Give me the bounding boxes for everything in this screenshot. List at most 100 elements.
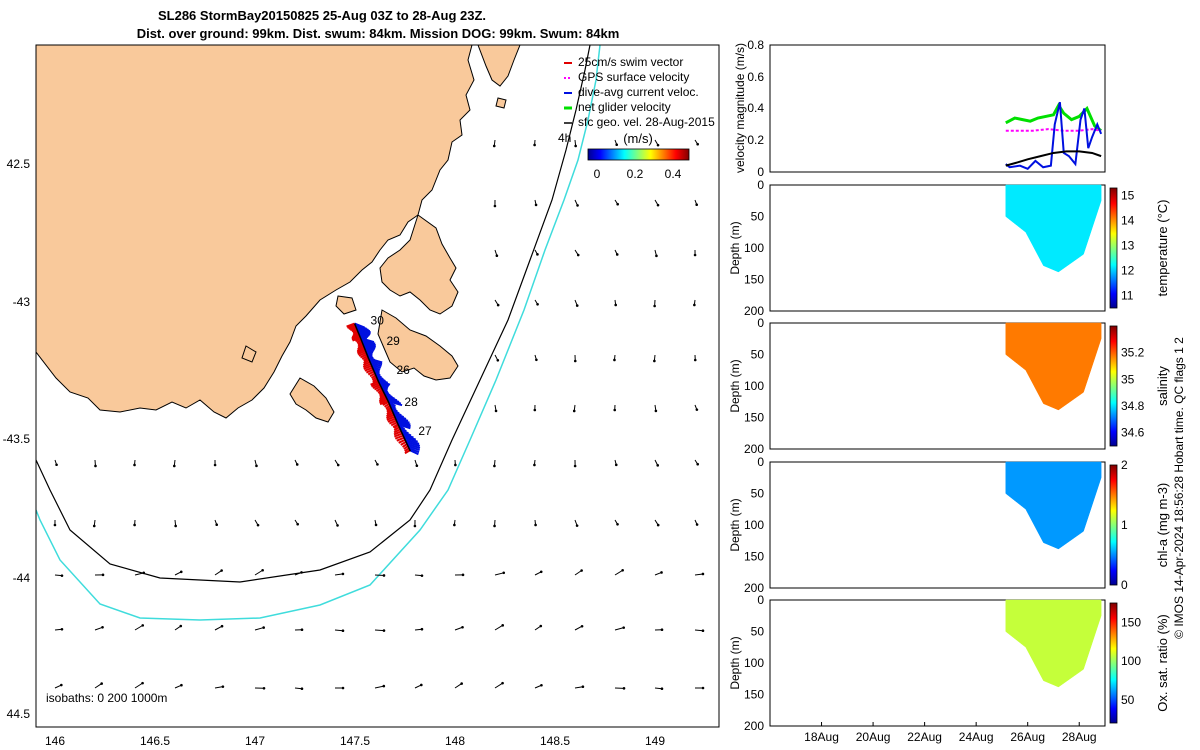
velocity-series bbox=[1005, 128, 1102, 132]
temperature-colorbar-tick: 11 bbox=[1121, 289, 1134, 303]
date-x-tick: 18Aug bbox=[804, 730, 839, 744]
day-label: 26 bbox=[396, 363, 410, 377]
date-x-tick: 20Aug bbox=[856, 730, 891, 744]
salinity-y-label: Depth (m) bbox=[728, 359, 742, 412]
sfc-velocity-arrow bbox=[492, 139, 496, 148]
sfc-velocity-arrow bbox=[654, 139, 660, 147]
speed-colorbar-tick: 0.4 bbox=[665, 167, 682, 181]
map-y-tick: -43 bbox=[13, 295, 31, 309]
glider-track-line bbox=[353, 323, 412, 452]
sfc-velocity-arrow bbox=[653, 299, 656, 308]
speed-colorbar-tick: 0.2 bbox=[627, 167, 644, 181]
sfc-velocity-arrow bbox=[494, 354, 500, 362]
swim-vector bbox=[375, 387, 383, 393]
sfc-velocity-arrow bbox=[574, 519, 579, 527]
sfc-velocity-arrow bbox=[494, 571, 506, 576]
sfc-velocity-arrow bbox=[574, 199, 579, 207]
swim-vector bbox=[393, 430, 402, 436]
sfc-velocity-arrow bbox=[574, 569, 583, 576]
sfc-velocity-arrow bbox=[334, 572, 345, 576]
temperature-y-tick: 200 bbox=[744, 304, 764, 318]
salinity-y-tick: 50 bbox=[751, 348, 765, 362]
swim-vector bbox=[379, 392, 385, 397]
current-vector bbox=[402, 434, 417, 441]
sfc-velocity-arrow bbox=[294, 571, 303, 576]
date-x-tick: 26Aug bbox=[1010, 730, 1045, 744]
velocity-series bbox=[1005, 102, 1103, 132]
velocity-y-tick: 0.4 bbox=[747, 101, 764, 115]
sfc-velocity-arrow bbox=[133, 459, 136, 467]
swim-vector bbox=[348, 325, 356, 330]
sfc-velocity-arrow bbox=[493, 199, 497, 208]
current-vector bbox=[407, 445, 420, 452]
sfc-velocity-arrow bbox=[614, 626, 625, 631]
current-vector bbox=[363, 345, 375, 352]
oxygen-y-label: Depth (m) bbox=[728, 636, 742, 689]
sfc-velocity-arrow bbox=[654, 571, 663, 576]
current-vector bbox=[361, 340, 377, 347]
current-vector bbox=[393, 414, 407, 420]
velocity-y-tick: 0.6 bbox=[747, 70, 764, 84]
chla-y-tick: 0 bbox=[757, 455, 764, 469]
swim-vector bbox=[356, 338, 362, 344]
isobaths-label: isobaths: 0 200 1000m bbox=[46, 691, 167, 705]
sfc-velocity-arrow bbox=[174, 519, 177, 528]
current-vector bbox=[396, 419, 411, 426]
salinity-y-tick: 200 bbox=[744, 442, 764, 456]
swim-vector bbox=[393, 424, 399, 430]
current-vector bbox=[378, 380, 390, 387]
sfc-velocity-arrow bbox=[133, 519, 136, 527]
sfc-velocity-arrow bbox=[573, 354, 577, 363]
glider-track bbox=[346, 322, 421, 456]
salinity-colorbar-tick: 35 bbox=[1121, 372, 1135, 386]
velocity-panel: 0 0.2 0.4 0.6 0.8 velocity magnitude (m/… bbox=[733, 38, 1106, 179]
sfc-velocity-arrow bbox=[694, 404, 699, 411]
sfc-velocity-arrow bbox=[614, 459, 618, 467]
map-x-tick: 146.5 bbox=[140, 734, 170, 748]
sfc-velocity-arrow bbox=[613, 404, 617, 412]
swim-vector bbox=[351, 335, 361, 341]
swim-vector bbox=[364, 366, 373, 372]
swim-vector bbox=[363, 357, 370, 363]
sfc-velocity-arrow bbox=[654, 199, 660, 207]
swim-vector bbox=[357, 350, 367, 356]
swim-vector bbox=[403, 445, 409, 450]
sfc-velocity-arrow bbox=[493, 519, 496, 528]
current-vector bbox=[360, 337, 375, 344]
velocity-y-tick: 0.2 bbox=[747, 133, 764, 147]
current-vector bbox=[370, 363, 382, 369]
temperature-y-tick: 100 bbox=[744, 241, 764, 255]
sfc-velocity-arrow bbox=[254, 519, 260, 527]
sfc-velocity-arrow bbox=[534, 624, 543, 631]
swim-vector bbox=[347, 323, 356, 329]
sfc-velocity-arrow bbox=[54, 574, 64, 577]
legend-sfc-geo: sfc geo. vel. 28-Aug-2015 bbox=[578, 115, 715, 129]
speed-colorbar-tick: 0 bbox=[594, 167, 601, 181]
chla-colorbar-tick: 0 bbox=[1121, 578, 1128, 592]
salinity-colorbar-tick: 34.8 bbox=[1121, 399, 1145, 413]
chla-y-tick: 50 bbox=[751, 487, 765, 501]
sfc-velocity-arrow bbox=[533, 404, 537, 412]
map-land-tasmania bbox=[36, 45, 475, 419]
legend-swim-vector: 25cm/s swim vector bbox=[578, 55, 683, 69]
temperature-y-label: Depth (m) bbox=[728, 221, 742, 274]
swim-vector bbox=[386, 408, 393, 414]
sfc-velocity-arrow bbox=[534, 299, 539, 306]
temperature-panel: 0 50 100 150 200 Depth (m) 15 14 13 12 11 temperatu… bbox=[728, 178, 1170, 318]
sfc-velocity-arrow bbox=[334, 686, 345, 690]
swim-vector bbox=[386, 414, 395, 419]
sfc-velocity-arrow bbox=[694, 629, 705, 633]
side-copyright-label: © IMOS 14-Apr-2024 18:56:28 Hobart time.… bbox=[1172, 337, 1186, 639]
sfc-velocity-arrow bbox=[254, 459, 258, 468]
sfc-velocity-arrow bbox=[414, 683, 423, 689]
swim-vector bbox=[361, 355, 369, 360]
sfc-velocity-arrow bbox=[654, 687, 664, 690]
current-vector bbox=[369, 359, 383, 366]
current-vector bbox=[362, 342, 377, 348]
current-vector bbox=[365, 350, 373, 356]
sfc-velocity-arrow bbox=[533, 459, 536, 467]
swim-vector bbox=[367, 370, 375, 376]
